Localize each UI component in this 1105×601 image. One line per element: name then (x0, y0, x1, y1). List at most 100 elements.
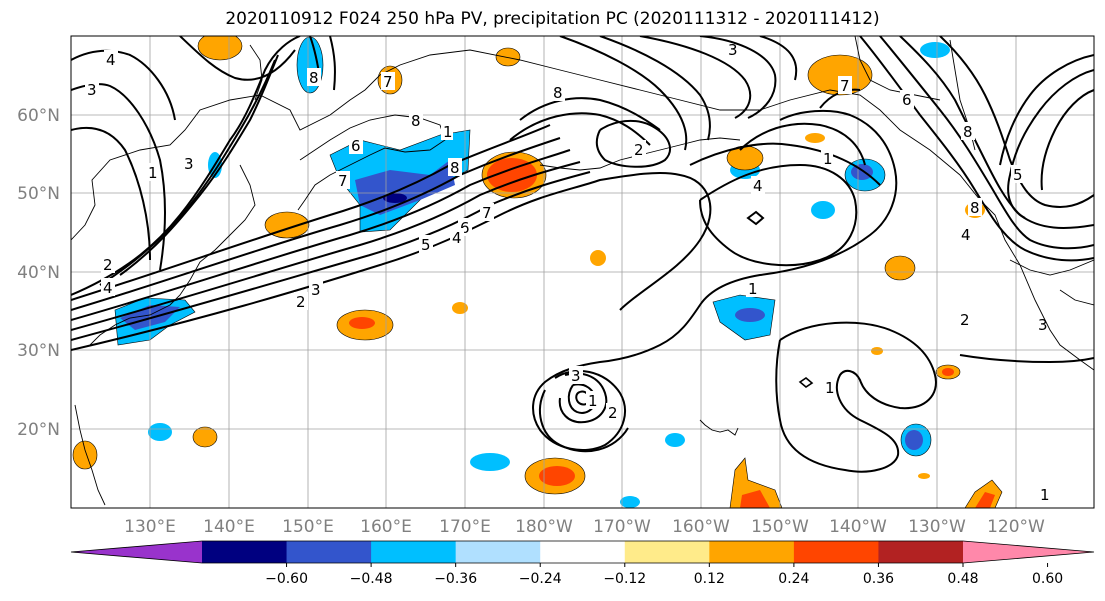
colorbar-tick-label: 0.48 (947, 571, 978, 587)
lon-label: 150°W (751, 517, 809, 537)
colorbar: −0.60 −0.48 −0.36 −0.24 −0.12 0.12 0.24 0.36 0.4… (70, 540, 1095, 587)
colorbar-extend-low (71, 541, 202, 563)
colorbar-swatch (540, 541, 626, 563)
colorbar-swatch (286, 541, 372, 563)
lon-label: 180°W (515, 517, 573, 537)
precip-neg-shade (920, 42, 950, 58)
precip-neg-shade (148, 423, 172, 441)
contour-label: 2 (608, 404, 618, 422)
lon-label: 120°W (987, 517, 1045, 537)
colorbar-swatch (455, 541, 541, 563)
lon-label: 160°E (360, 517, 412, 537)
precip-pos-shade (942, 368, 954, 376)
colorbar-tick-label: −0.12 (603, 571, 646, 587)
lat-label: 20°N (17, 420, 60, 440)
contour-label: 6 (351, 137, 361, 155)
colorbar-swatch (793, 541, 879, 563)
precip-pos-shade (539, 466, 575, 486)
contour-label: 8 (450, 159, 460, 177)
contour-label: 6 (460, 219, 470, 237)
colorbar-tick-label: 0.60 (1032, 571, 1063, 587)
contour-label: 2 (103, 256, 113, 274)
contour-label: 4 (103, 279, 113, 297)
contour-label: 7 (840, 77, 850, 95)
lat-label: 50°N (17, 184, 60, 204)
contour-label: 1 (148, 164, 158, 182)
contour-label: 5 (421, 236, 431, 254)
precip-neg-shade (851, 164, 873, 180)
contour-label: 3 (728, 41, 738, 59)
contour-label: 3 (184, 155, 194, 173)
contour-label: 1 (443, 123, 453, 141)
contour-label: 2 (296, 293, 306, 311)
precip-pos-shade (975, 492, 995, 508)
precip-pos-shade (964, 479, 1003, 508)
lon-label: 150°E (282, 517, 334, 537)
contour-label: 3 (571, 367, 581, 385)
lon-label: 130°W (908, 517, 966, 537)
contour-label: 1 (823, 150, 833, 168)
contour-label: 3 (87, 81, 97, 99)
precip-pos-shade (884, 255, 916, 281)
contour-labels: 4 3 1 3 2 4 3 2 7 8 8 6 1 7 8 7 6 5 4 3 … (85, 41, 1050, 504)
lat-label: 30°N (17, 341, 60, 361)
precip-neg-shade (620, 496, 640, 508)
contour-label: 1 (825, 379, 835, 397)
precip-neg-shade (470, 453, 510, 471)
contour-label: 7 (482, 204, 492, 222)
contour-label: 4 (961, 226, 971, 244)
precip-pos-shade (452, 302, 468, 314)
lat-axis: 60°N 50°N 40°N 30°N 20°N (17, 106, 60, 440)
colorbar-tick-label: −0.24 (519, 571, 562, 587)
lon-label: 140°E (203, 517, 255, 537)
contour-label: 8 (963, 123, 973, 141)
colorbar-swatch (202, 541, 288, 563)
contour-label: 3 (1038, 316, 1048, 334)
contour-label: 1 (1040, 486, 1050, 504)
colorbar-outline (70, 540, 1095, 564)
contour-label: 5 (1013, 166, 1023, 184)
contour-label: 3 (311, 281, 321, 299)
pv-contour-closed (798, 377, 814, 388)
lon-label: 140°W (829, 517, 887, 537)
contour-label: 8 (970, 199, 980, 217)
contour-label: 7 (338, 172, 348, 190)
contour-label: 7 (383, 73, 393, 91)
colorbar-swatch (878, 541, 964, 563)
lon-label: 130°E (124, 517, 176, 537)
contour-label: 1 (588, 392, 598, 410)
precip-pos-shade (740, 490, 770, 508)
contour-label: 8 (411, 112, 421, 130)
colorbar-extend-high (963, 541, 1094, 563)
contour-label: 2 (960, 311, 970, 329)
precip-neg-shade (665, 433, 685, 447)
contour-label: 2 (634, 141, 644, 159)
contour-label: 8 (309, 69, 319, 87)
contour-label: 4 (106, 51, 116, 69)
precip-pos-shade (918, 473, 930, 479)
colorbar-tick-label: 0.12 (694, 571, 725, 587)
pv-contour-closed (746, 210, 765, 226)
precip-pos-shade (871, 347, 883, 355)
precip-pos-shade (495, 47, 521, 67)
coastlines (71, 36, 1094, 506)
precip-pos-shade (349, 317, 375, 329)
lon-label: 170°E (439, 517, 491, 537)
lat-label: 40°N (17, 263, 60, 283)
precip-shading (72, 36, 1003, 508)
colorbar-tick-label: −0.36 (434, 571, 477, 587)
colorbar-swatch (624, 541, 710, 563)
precip-neg-shade (383, 193, 407, 203)
precip-pos-shade (590, 250, 606, 266)
map-border (70, 35, 1095, 509)
colorbar-swatch (371, 541, 457, 563)
lat-label: 60°N (17, 106, 60, 126)
colorbar-swatch (709, 541, 795, 563)
precip-pos-shade (72, 440, 98, 470)
lon-label: 160°W (672, 517, 730, 537)
precip-pos-shade (192, 426, 218, 448)
precip-neg-shade (811, 201, 835, 219)
lon-label: 170°W (593, 517, 651, 537)
precip-pos-shade (807, 54, 873, 96)
